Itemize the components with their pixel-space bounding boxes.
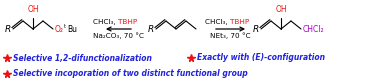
Text: R: R bbox=[148, 25, 154, 34]
Text: NEt₃, 70 °C: NEt₃, 70 °C bbox=[210, 33, 251, 39]
Text: CHCl₃,: CHCl₃, bbox=[93, 19, 118, 25]
Text: Bu: Bu bbox=[67, 26, 77, 35]
Text: Exactly with (E)-configuration: Exactly with (E)-configuration bbox=[197, 54, 325, 62]
Text: Selective 1,2-difunctionalization: Selective 1,2-difunctionalization bbox=[13, 54, 152, 62]
Text: TBHP: TBHP bbox=[118, 19, 137, 25]
Text: TBHP: TBHP bbox=[229, 19, 249, 25]
Text: OH: OH bbox=[275, 5, 287, 14]
Text: O₂: O₂ bbox=[55, 26, 64, 35]
Text: CHCl₃,: CHCl₃, bbox=[205, 19, 229, 25]
Text: Na₂CO₃, 70 °C: Na₂CO₃, 70 °C bbox=[93, 33, 144, 39]
Text: Selective incoporation of two distinct functional group: Selective incoporation of two distinct f… bbox=[13, 69, 248, 79]
Text: R: R bbox=[253, 25, 259, 34]
Text: t: t bbox=[64, 25, 66, 29]
Text: OH: OH bbox=[27, 5, 39, 14]
Text: CHCl₂: CHCl₂ bbox=[303, 26, 325, 35]
Text: R: R bbox=[5, 25, 11, 34]
